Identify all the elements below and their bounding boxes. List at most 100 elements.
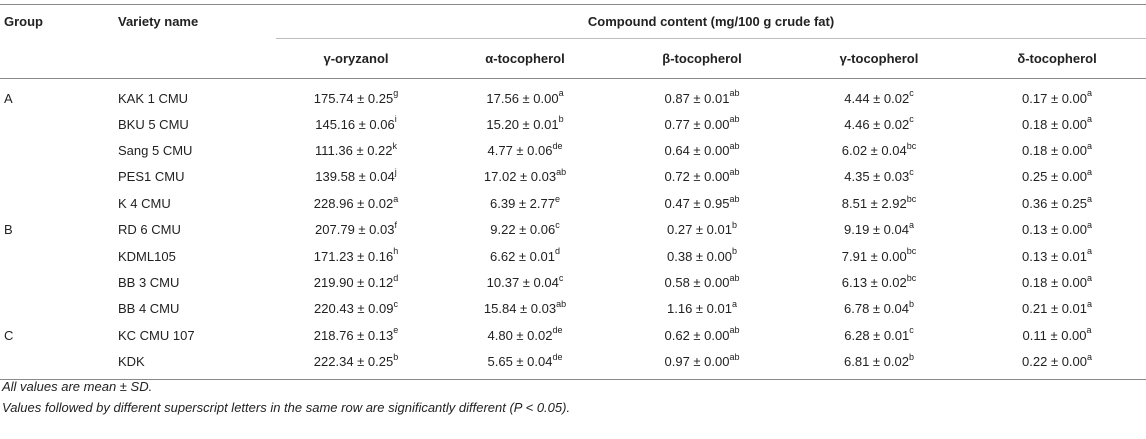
cell-value: 0.11 ± 0.00a [968,322,1146,348]
cell-mean-sd: 6.62 ± 0.01 [490,248,555,264]
cell-value: 9.22 ± 0.06c [436,217,614,243]
cell-mean-sd: 6.39 ± 2.77 [490,195,555,211]
cell-variety-name: K 4 CMU [118,195,171,211]
cell-value: 0.27 ± 0.01b [614,217,790,243]
cell-superscript: c [909,325,914,336]
cell-mean-sd: 0.17 ± 0.00 [1022,90,1087,106]
cell-mean-sd: 0.72 ± 0.00 [664,169,730,185]
cell-mean-sd: 15.84 ± 0.03 [483,301,557,317]
cell-superscript: ab [729,114,740,125]
cell-mean-sd: 228.96 ± 0.02 [313,195,394,211]
cell-superscript: ab [729,140,740,151]
table-notes: All values are mean ± SD. Values followe… [2,376,570,418]
header-variety-name: Variety name [118,4,276,39]
cell-group [0,296,118,322]
cell-variety-name: KC CMU 107 [118,327,195,343]
cell-value: 139.58 ± 0.04j [276,164,436,190]
cell-group [0,111,118,137]
cell-value: 4.77 ± 0.06de [436,137,614,163]
table-row: BB 3 CMU 219.90 ± 0.12d 10.37 ± 0.04c 0.58 … [0,269,1146,295]
cell-group: A [4,90,13,106]
cell-superscript: c [909,114,914,125]
cell-value: 6.13 ± 0.02bc [790,269,968,295]
cell-group: C [4,327,14,343]
cell-mean-sd: 0.58 ± 0.00 [664,275,730,291]
cell-value: 6.78 ± 0.04b [790,296,968,322]
table-row: C KC CMU 107 218.76 ± 0.13e 4.80 ± 0.02de 0.… [0,322,1146,348]
cell-value: 228.96 ± 0.02a [276,190,436,216]
cell-mean-sd: 0.18 ± 0.00 [1022,116,1087,132]
cell-mean-sd: 0.13 ± 0.00 [1022,222,1087,238]
cell-superscript: a [1087,219,1093,230]
cell-mean-sd: 139.58 ± 0.04 [315,169,395,185]
cell-mean-sd: 15.20 ± 0.01 [486,116,559,132]
cell-superscript: a [731,299,737,310]
cell-variety-name: Sang 5 CMU [118,143,193,159]
table-row: K 4 CMU 228.96 ± 0.02a 6.39 ± 2.77e 0.47 ± … [0,190,1146,216]
cell-mean-sd: 17.56 ± 0.00 [486,90,559,106]
cell-mean-sd: 17.02 ± 0.03 [483,169,557,185]
cell-mean-sd: 6.28 ± 0.01 [844,327,910,343]
cell-mean-sd: 0.18 ± 0.00 [1022,143,1087,159]
cell-group [0,243,118,269]
cell-variety-name: RD 6 CMU [118,222,181,238]
cell-value: 0.18 ± 0.00a [968,269,1146,295]
cell-mean-sd: 0.62 ± 0.00 [664,327,730,343]
cell-value: 0.13 ± 0.01a [968,243,1146,269]
cell-value: 5.65 ± 0.04de [436,348,614,380]
cell-value: 6.62 ± 0.01d [436,243,614,269]
cell-group [0,269,118,295]
cell-superscript: f [394,219,397,230]
table-row: KDML105 171.23 ± 0.16h 6.62 ± 0.01d 0.38 ± … [0,243,1146,269]
cell-superscript: b [558,114,564,125]
cell-variety-name: KAK 1 CMU [118,90,189,106]
cell-superscript: a [1087,88,1093,99]
cell-superscript: c [555,219,560,230]
cell-superscript: ab [556,167,567,178]
cell-mean-sd: 218.76 ± 0.13 [313,327,394,343]
cell-variety-name: PES1 CMU [118,169,185,185]
cell-value: 0.38 ± 0.00b [614,243,790,269]
cell-superscript: c [909,167,914,178]
cell-superscript: b [731,246,737,257]
table-row: Sang 5 CMU 111.36 ± 0.22k 4.77 ± 0.06de 0.6… [0,137,1146,163]
cell-value: 17.02 ± 0.03ab [436,164,614,190]
cell-superscript: d [393,272,399,283]
cell-value: 4.35 ± 0.03c [790,164,968,190]
cell-superscript: ab [729,272,740,283]
header-col-delta-tocopherol: δ-tocopherol [968,38,1146,79]
cell-mean-sd: 4.80 ± 0.02 [487,327,553,343]
cell-superscript: a [1087,114,1093,125]
cell-superscript: de [552,325,563,336]
cell-superscript: a [1086,325,1092,336]
cell-superscript: ab [729,167,740,178]
cell-group [0,137,118,163]
cell-superscript: ab [729,351,740,362]
table-row: BB 4 CMU 220.43 ± 0.09c 15.84 ± 0.03ab 1.16… [0,296,1146,322]
cell-value: 0.13 ± 0.00a [968,217,1146,243]
cell-superscript: b [393,351,399,362]
cell-superscript: bc [906,272,917,283]
cell-superscript: d [554,246,560,257]
cell-value: 4.46 ± 0.02c [790,111,968,137]
cell-mean-sd: 0.38 ± 0.00 [667,248,732,264]
cell-mean-sd: 0.64 ± 0.00 [664,143,730,159]
header-col-gamma-oryzanol: γ-oryzanol [276,38,436,79]
cell-mean-sd: 0.13 ± 0.01 [1022,248,1087,264]
cell-mean-sd: 0.25 ± 0.00 [1022,169,1087,185]
cell-mean-sd: 0.97 ± 0.00 [664,354,730,370]
cell-superscript: a [1087,351,1093,362]
note-mean-sd: All values are mean ± SD. [2,379,153,394]
cell-superscript: i [394,114,397,125]
cell-superscript: c [558,272,564,283]
cell-value: 6.02 ± 0.04bc [790,137,968,163]
cell-superscript: a [1087,246,1093,257]
cell-superscript: de [552,140,563,151]
cell-value: 4.80 ± 0.02de [436,322,614,348]
header-col-alpha-tocopherol: α-tocopherol [436,38,614,79]
cell-mean-sd: 0.27 ± 0.01 [667,222,732,238]
cell-superscript: g [393,88,399,99]
cell-superscript: e [554,193,560,204]
cell-mean-sd: 5.65 ± 0.04 [487,354,553,370]
